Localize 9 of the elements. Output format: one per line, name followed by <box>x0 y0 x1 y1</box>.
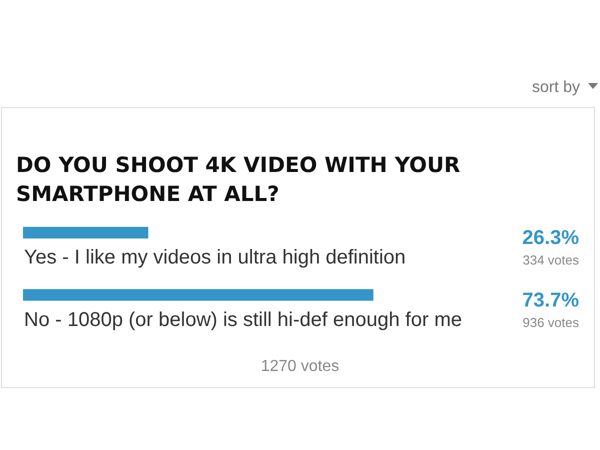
data-label: 73.7% <box>522 289 580 312</box>
text: 936 votes <box>522 314 580 330</box>
text: 334 votes <box>522 252 580 268</box>
text: sort by <box>532 79 580 96</box>
chart-title: DO YOU SHOOT 4K VIDEO WITH YOUR SMARTPHONE AT ALL? <box>16 153 460 206</box>
data-label: 26.3% <box>522 227 580 250</box>
text: 1270 votes <box>260 358 340 375</box>
y-tick-label: No - 1080p (or below) is still hi-def enough for me <box>24 308 462 331</box>
y-tick-label: Yes - I like my videos in ultra high definition <box>24 246 406 269</box>
